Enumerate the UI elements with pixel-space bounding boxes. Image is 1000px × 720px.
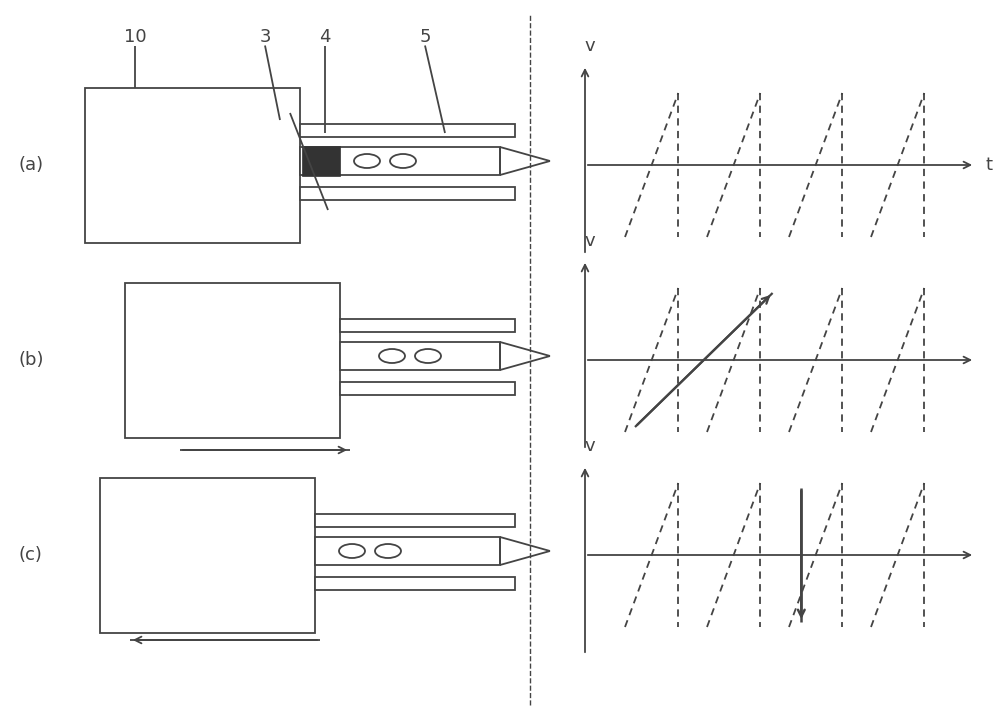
Text: (a): (a): [18, 156, 43, 174]
Bar: [300, 124, 515, 137]
Text: t: t: [985, 156, 992, 174]
Bar: [315, 577, 515, 590]
Text: v: v: [585, 37, 595, 55]
Text: 5: 5: [419, 27, 431, 45]
Ellipse shape: [379, 349, 405, 363]
Bar: [340, 382, 515, 395]
Text: v: v: [585, 232, 595, 250]
Text: (b): (b): [18, 351, 44, 369]
Ellipse shape: [375, 544, 401, 558]
Bar: [340, 342, 500, 370]
Text: 4: 4: [319, 27, 331, 45]
Bar: [340, 319, 515, 332]
Ellipse shape: [390, 154, 416, 168]
Bar: [300, 187, 515, 200]
Bar: [302, 146, 340, 176]
Text: 10: 10: [124, 27, 146, 45]
Ellipse shape: [354, 154, 380, 168]
Ellipse shape: [415, 349, 441, 363]
Ellipse shape: [339, 544, 365, 558]
Text: 3: 3: [259, 27, 271, 45]
Bar: [300, 147, 500, 175]
Bar: [315, 514, 515, 527]
Text: v: v: [585, 437, 595, 455]
Bar: [100, 477, 315, 632]
Text: (c): (c): [18, 546, 42, 564]
Bar: [315, 537, 500, 565]
Bar: [125, 282, 340, 438]
Bar: [85, 88, 300, 243]
